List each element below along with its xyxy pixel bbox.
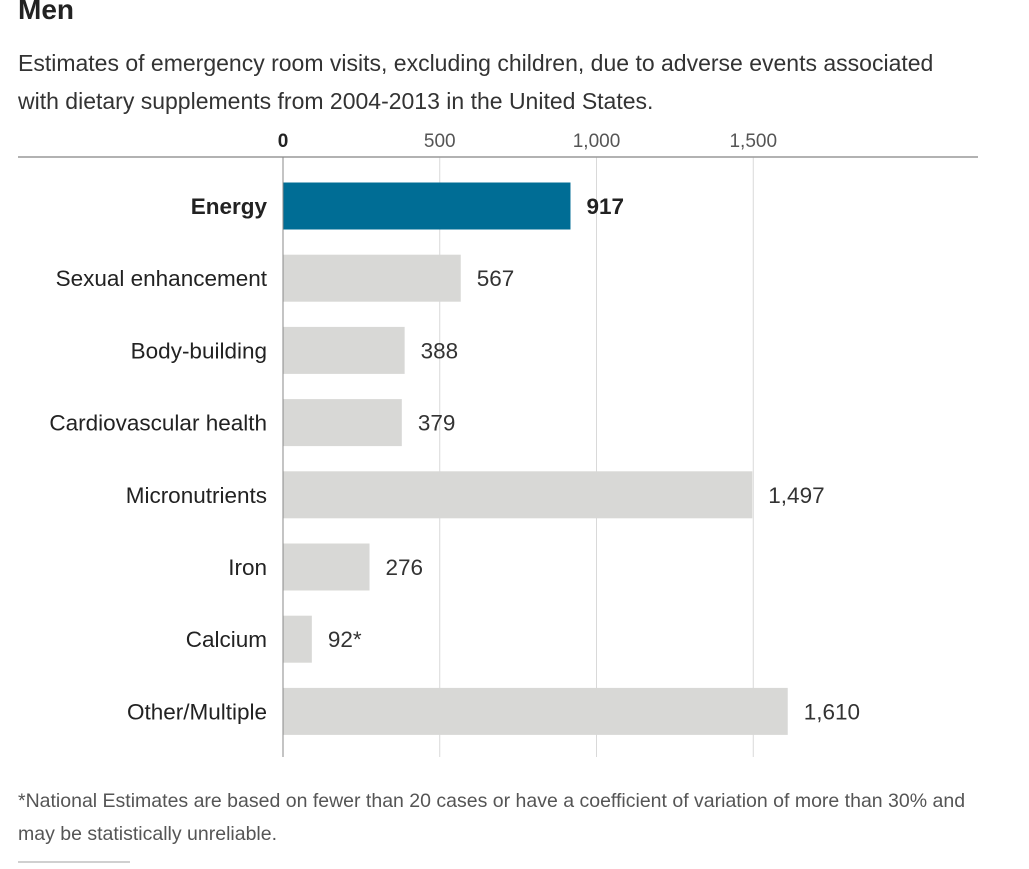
data-label: 917 [586,194,624,219]
bar [283,471,753,519]
bar [283,687,788,735]
bar [283,615,312,663]
chart-subtitle: Estimates of emergency room visits, excl… [18,50,934,114]
footnote: *National Estimates are based on fewer t… [18,790,966,845]
data-label: 379 [418,411,456,436]
data-label: 388 [421,338,459,363]
category-label: Sexual enhancement [56,266,268,291]
data-label: 1,497 [768,483,824,508]
category-label: Energy [191,194,268,219]
x-tick-label: 500 [424,131,456,152]
bar [283,399,402,447]
bar [283,326,405,374]
data-label: 567 [477,266,515,291]
x-tick-label: 1,500 [729,131,777,152]
category-label: Cardiovascular health [49,411,267,436]
category-label: Calcium [186,627,267,652]
data-label: 92* [328,627,362,652]
category-label: Other/Multiple [127,699,267,724]
x-tick-label: 1,000 [573,131,621,152]
category-label: Micronutrients [126,483,267,508]
x-tick-label: 0 [278,131,289,152]
category-label: Body-building [131,338,267,363]
bar [283,182,571,230]
bar [283,543,370,591]
data-label: 276 [386,555,424,580]
data-label: 1,610 [804,699,860,724]
footer-divider [18,861,130,863]
category-label: Iron [228,555,267,580]
bar-chart: 0 500 1,000 1,500 Energy 917 Sexual enhancemen… [18,131,978,757]
bar [283,254,461,302]
chart-title: Men [18,0,74,25]
